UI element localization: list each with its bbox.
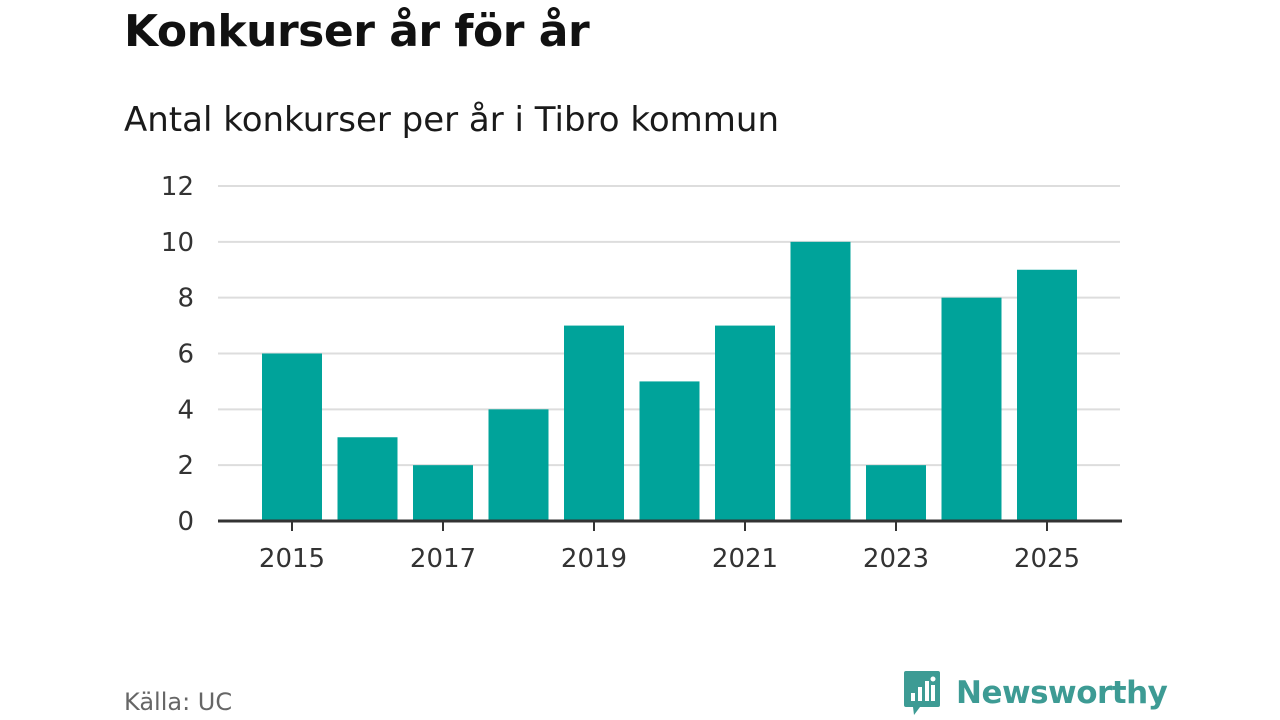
- y-tick-label: 4: [177, 395, 194, 425]
- y-tick-label: 8: [177, 284, 194, 314]
- tick-labels: 0 2 4 6 8 10 12 2015 2017 2019 2021 2023 2025: [161, 172, 1080, 574]
- source-note: Källa: UC: [124, 688, 233, 716]
- bar-2020: [639, 381, 700, 521]
- bar-2023: [866, 465, 926, 521]
- y-tick-label: 2: [177, 451, 194, 481]
- bar-2016: [337, 437, 398, 521]
- axes: [218, 519, 1122, 531]
- y-tick-label: 12: [161, 172, 194, 202]
- x-tick-label: 2025: [1014, 544, 1080, 574]
- bar-2019: [564, 325, 624, 521]
- bars: [262, 241, 1077, 522]
- x-tick-label: 2017: [410, 544, 476, 574]
- y-tick-label: 6: [177, 340, 194, 370]
- chart-subtitle: Antal konkurser per år i Tibro kommun: [124, 100, 780, 140]
- bar-2024: [941, 297, 1002, 521]
- y-tick-label: 0: [177, 507, 194, 537]
- newsworthy-logo[interactable]: Newsworthy: [902, 670, 1168, 716]
- newsworthy-logo-icon: [904, 671, 940, 715]
- bar-2018: [488, 409, 549, 521]
- bar-2021: [715, 325, 775, 521]
- bar-2025: [1017, 269, 1077, 521]
- bar-2017: [413, 465, 473, 521]
- brand-name: Newsworthy: [956, 675, 1168, 711]
- y-tick-label: 10: [161, 228, 194, 258]
- x-tick-label: 2021: [712, 544, 778, 574]
- chart-title: Konkurser år för år: [124, 6, 590, 57]
- bar-2015: [262, 353, 322, 521]
- x-tick-label: 2019: [561, 544, 627, 574]
- x-tick-label: 2023: [863, 544, 929, 574]
- bar-2022: [790, 241, 851, 522]
- x-tick-label: 2015: [259, 544, 325, 574]
